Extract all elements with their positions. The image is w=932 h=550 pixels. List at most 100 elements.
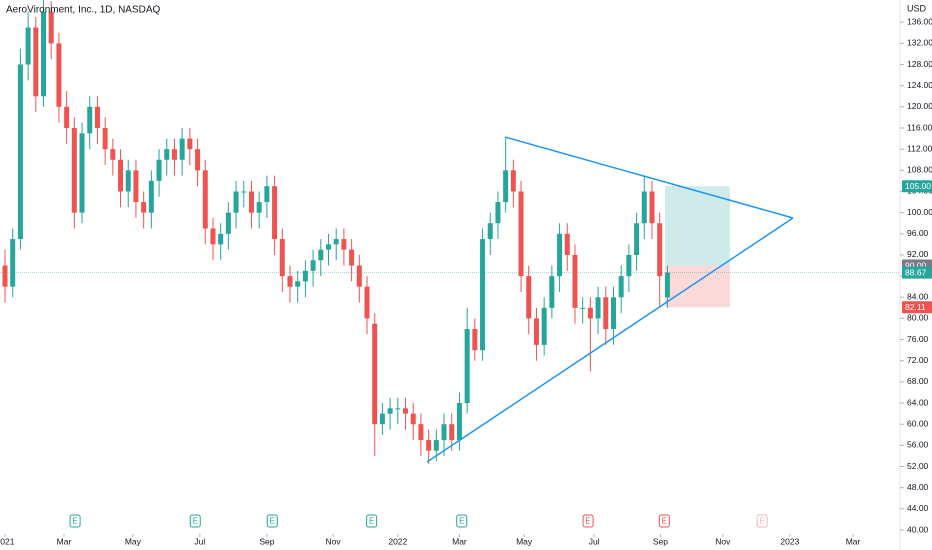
x-tick-label: Mar [452,536,467,546]
candle-body [10,239,16,287]
candle-body [587,307,593,319]
x-tick-label: May [125,536,142,546]
x-tick-label: 2023 [780,536,799,546]
candle-body [102,128,108,150]
y-tick-label: 108.00 [907,165,932,175]
candle-body [356,265,362,287]
candle-body [533,318,539,345]
earnings-marker [456,514,468,528]
candle-body [94,106,100,129]
candle-body [403,408,409,414]
currency: USD [907,3,927,13]
candle-body [164,149,170,160]
candle-body [418,424,424,441]
candle-body [310,260,316,271]
candle-body [218,233,224,245]
candle-body [464,329,470,404]
x-tick-label: Nov [715,536,731,546]
earnings-label: E [662,517,667,526]
candle-body [541,307,547,345]
earnings-label: E [270,517,275,526]
candle-body [48,11,54,44]
x-tick-label: 2022 [388,536,407,546]
x-tick-label: Sep [653,536,668,546]
x-tick-label: Sep [259,536,274,546]
y-tick-label: 92.00 [907,249,929,259]
y-tick-label: 68.00 [907,376,929,386]
candle-body [503,170,509,203]
candle-body [64,106,70,129]
price-label: 82.11 [905,302,926,312]
candle-body [210,228,216,245]
candle-body [17,64,23,240]
y-tick-label: 124.00 [907,80,932,90]
candle-body [179,138,185,160]
candle-body [325,244,331,250]
y-tick-label: 84.00 [907,292,929,302]
candle-body [487,223,493,240]
candle-body [649,191,655,224]
candle-body [295,281,301,287]
candle-body [456,403,462,441]
candle-body [264,186,270,203]
candle-body [634,223,640,255]
candle-body [25,27,31,65]
x-tick-label: Nov [326,536,342,546]
candle-body [564,233,570,255]
y-tick-label: 132.00 [907,38,932,48]
candle-body [495,202,501,224]
profit-zone [665,186,730,266]
candle-body [41,11,47,97]
candle-body [472,329,478,351]
earnings-label: E [369,517,374,526]
candle-body [333,239,339,245]
candle-body [195,149,201,171]
y-tick-label: 52.00 [907,461,929,471]
loss-zone [665,265,730,308]
y-tick-label: 40.00 [907,524,929,534]
earnings-marker [69,514,81,528]
x-tick-label: Mar [57,536,72,546]
candle-body [641,191,647,224]
x-tick-label: Mar [846,536,861,546]
candle-body [349,249,355,266]
candle-body [657,223,663,277]
y-tick-label: 48.00 [907,482,929,492]
candle-body [387,408,393,414]
y-tick-label: 100.00 [907,207,932,217]
earnings-label: E [585,517,590,526]
candle-body [603,297,609,330]
y-tick-label: 76.00 [907,334,929,344]
candle-body [433,440,439,451]
y-tick-label: 128.00 [907,59,932,69]
y-tick-label: 80.00 [907,313,929,323]
candle-body [141,202,147,213]
trend-line [504,136,794,219]
candle-body [156,159,162,181]
candle-body [148,180,154,213]
candle-body [118,159,124,192]
x-tick-label: 2021 [0,536,15,546]
candle-body [318,249,324,261]
candle-body [480,239,486,351]
candle-body [549,276,555,308]
candle-body [557,233,563,277]
candle-body [256,202,262,213]
candle-body [287,276,293,287]
price-label-box [902,301,932,314]
candle-body [449,424,455,441]
candle-body [595,297,601,319]
candle-body [426,440,432,451]
candle-body [279,239,285,277]
candle-body [241,191,247,193]
candle-body [87,106,93,134]
y-tick-label: 96.00 [907,228,929,238]
candle-body [395,408,401,410]
candle-body [248,191,254,213]
candle-body [572,254,578,308]
x-tick-label: Jul [194,536,205,546]
y-tick-label: 136.00 [907,16,932,26]
candle-body [202,170,208,229]
